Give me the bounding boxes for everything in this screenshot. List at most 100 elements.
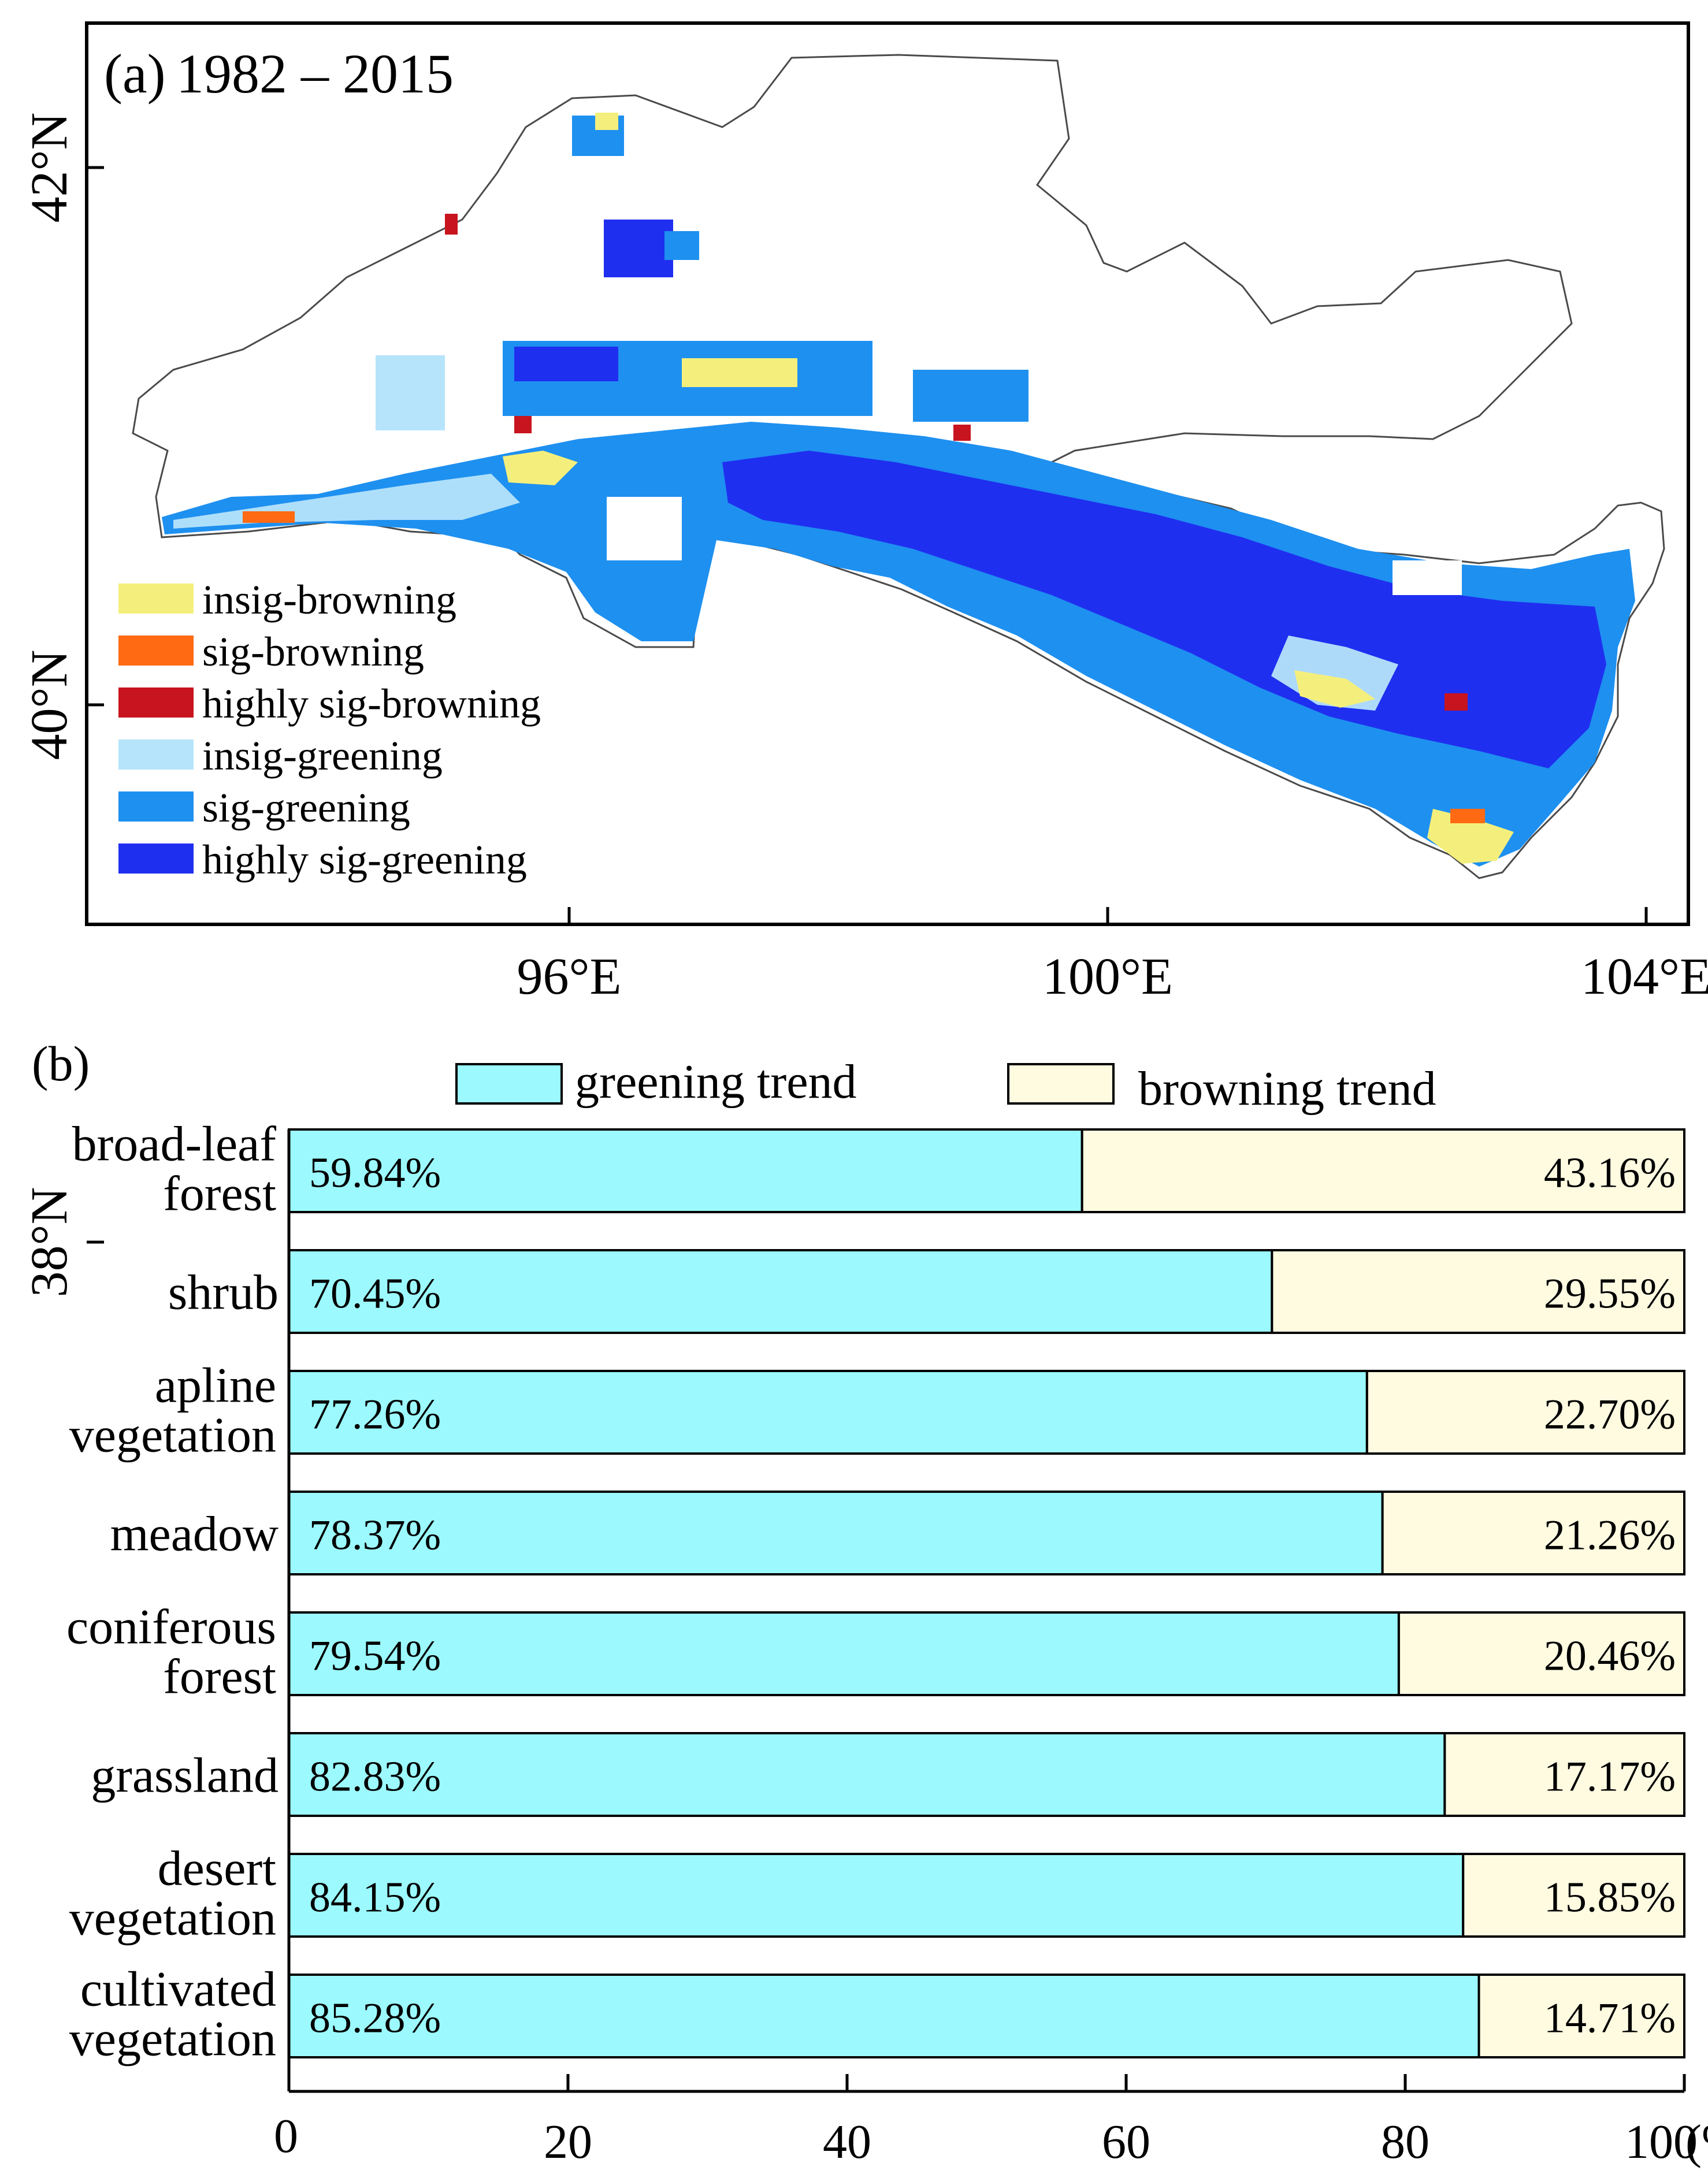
lon-tick-label: 104°E <box>1581 948 1708 1005</box>
bar-greening <box>288 1853 1465 1938</box>
bar-browning <box>1443 1732 1685 1817</box>
category-label-line1: desert <box>158 1841 276 1896</box>
patch-west-red <box>243 511 295 523</box>
bar-value-greening: 59.84% <box>309 1150 441 1197</box>
bar-value-browning: 14.71% <box>1544 1995 1676 2042</box>
x-tick-label: 100 <box>1625 2115 1698 2169</box>
bar-greening <box>288 1974 1480 2058</box>
lat-tick-label: 42°N <box>21 113 78 223</box>
category-label-line2: forest <box>163 1649 276 1704</box>
bar-browning <box>1477 1974 1685 2058</box>
legend-swatch <box>118 584 194 614</box>
bar-value-browning: 15.85% <box>1544 1874 1676 1922</box>
map-period: 1982 – 2015 <box>176 43 454 105</box>
category-label-line1: cultivated <box>80 1961 276 2017</box>
patch-north-8 <box>682 358 797 387</box>
bar-greening <box>288 1611 1400 1696</box>
legend-label: sig-greening <box>202 785 410 831</box>
region-outline <box>132 54 1665 879</box>
map-panel-label: (a) <box>104 43 166 105</box>
patch-north-5 <box>445 214 458 235</box>
category-labels: broad-leafforestshrubaplinevegetationmea… <box>66 1116 279 2067</box>
map-panel: (a) 1982 – 2015 42°N 40°N 38°N 96°E 100°E 10… <box>21 21 1708 1298</box>
bar-value-browning: 29.55% <box>1544 1270 1676 1318</box>
bar-greening <box>288 1491 1384 1575</box>
lat-tick-label: 38°N <box>21 1187 78 1298</box>
legend-label: highly sig-greening <box>202 837 527 883</box>
bar-browning <box>1462 1853 1685 1938</box>
legend-label: sig-browning <box>202 629 424 675</box>
bar-value-browning: 20.46% <box>1544 1633 1676 1680</box>
category-label: shrub <box>168 1265 279 1320</box>
legend-label: highly sig-browning <box>202 681 541 727</box>
category-label: grassland <box>91 1748 279 1803</box>
bar-browning <box>1381 1491 1685 1575</box>
category-label-line1: coniferous <box>66 1599 276 1655</box>
bar-panel: (b) greening trend browning trend 59.84% 4… <box>32 1036 1708 2169</box>
x-tick-label: 80 <box>1381 2115 1429 2169</box>
map-legend: insig-browning sig-browning highly sig-bro… <box>118 577 541 883</box>
legend-label: insig-greening <box>202 733 443 779</box>
vegetation-area-insig-browning-central <box>1294 670 1375 708</box>
bar-value-greening: 77.26% <box>309 1391 441 1439</box>
patch-east-orange <box>1450 809 1485 823</box>
patch-north-11 <box>953 425 971 441</box>
legend-swatch <box>118 843 194 874</box>
bar-value-greening: 84.15% <box>309 1874 441 1922</box>
bar-greening <box>288 1732 1446 1817</box>
bar-value-greening: 78.37% <box>309 1512 441 1559</box>
legend-swatch <box>118 636 194 666</box>
x-tick-label: 60 <box>1102 2115 1150 2169</box>
legend-swatch <box>118 687 194 718</box>
x-tick-label: 0 <box>274 2109 298 2163</box>
x-tick-label: 40 <box>823 2115 871 2169</box>
legend-swatch <box>118 739 194 770</box>
vegetation-area-insig-browning-east <box>1427 809 1514 864</box>
legend-label-browning: browning trend <box>1138 1062 1436 1116</box>
bar-greening <box>288 1370 1368 1455</box>
patch-east-lake <box>1393 560 1462 595</box>
bar-value-greening: 70.45% <box>309 1270 441 1318</box>
latitude-axis: 42°N 40°N 38°N <box>21 113 104 1298</box>
patch-north-7 <box>514 347 618 381</box>
bar-value-greening: 85.28% <box>309 1995 441 2042</box>
legend-swatch-greening <box>455 1063 563 1105</box>
category-label-line2: forest <box>163 1166 276 1221</box>
bar-browning <box>1271 1249 1685 1334</box>
patch-north-2 <box>595 113 618 130</box>
category-label-line2: vegetation <box>69 1407 276 1463</box>
longitude-axis: 96°E 100°E 104°E <box>517 907 1708 1005</box>
legend-swatch <box>118 791 194 822</box>
bar-value-browning: 22.70% <box>1544 1391 1676 1439</box>
patch-east-red <box>1445 693 1468 711</box>
bar-browning <box>1397 1611 1686 1696</box>
patch-central-white <box>607 497 682 560</box>
category-label-line2: vegetation <box>69 2011 276 2067</box>
category-label-line1: broad-leaf <box>72 1116 277 1172</box>
patch-north-9 <box>376 355 445 430</box>
vegetation-area-sig-greening <box>162 422 1635 867</box>
legend-swatch-browning <box>1007 1063 1115 1105</box>
bar-x-axis: 0 20 40 60 80 100(%) <box>274 1129 1708 2169</box>
lon-tick-label: 100°E <box>1042 948 1173 1005</box>
bar-panel-label: (b) <box>32 1036 90 1091</box>
lon-tick-label: 96°E <box>517 948 622 1005</box>
bar-value-greening: 82.83% <box>309 1753 441 1801</box>
category-label: meadow <box>110 1506 279 1562</box>
lat-tick-label: 40°N <box>21 650 78 760</box>
bar-browning <box>1365 1370 1686 1455</box>
patch-north-3 <box>604 220 673 277</box>
category-label-line2: vegetation <box>69 1890 276 1946</box>
legend-label-greening: greening trend <box>575 1055 856 1109</box>
legend-label: insig-browning <box>202 577 456 623</box>
bar-greening <box>288 1249 1273 1334</box>
x-tick-label: 20 <box>544 2115 592 2169</box>
category-label-line1: apline <box>155 1358 276 1413</box>
bar-value-greening: 79.54% <box>309 1633 441 1680</box>
bar-value-browning: 17.17% <box>1544 1753 1676 1801</box>
bar-browning <box>1081 1128 1685 1213</box>
bar-legend: greening trend browning trend <box>455 1055 1436 1116</box>
x-unit-label: (%) <box>1685 2115 1708 2169</box>
patch-north-10 <box>913 370 1028 422</box>
patch-north-4 <box>664 231 699 260</box>
